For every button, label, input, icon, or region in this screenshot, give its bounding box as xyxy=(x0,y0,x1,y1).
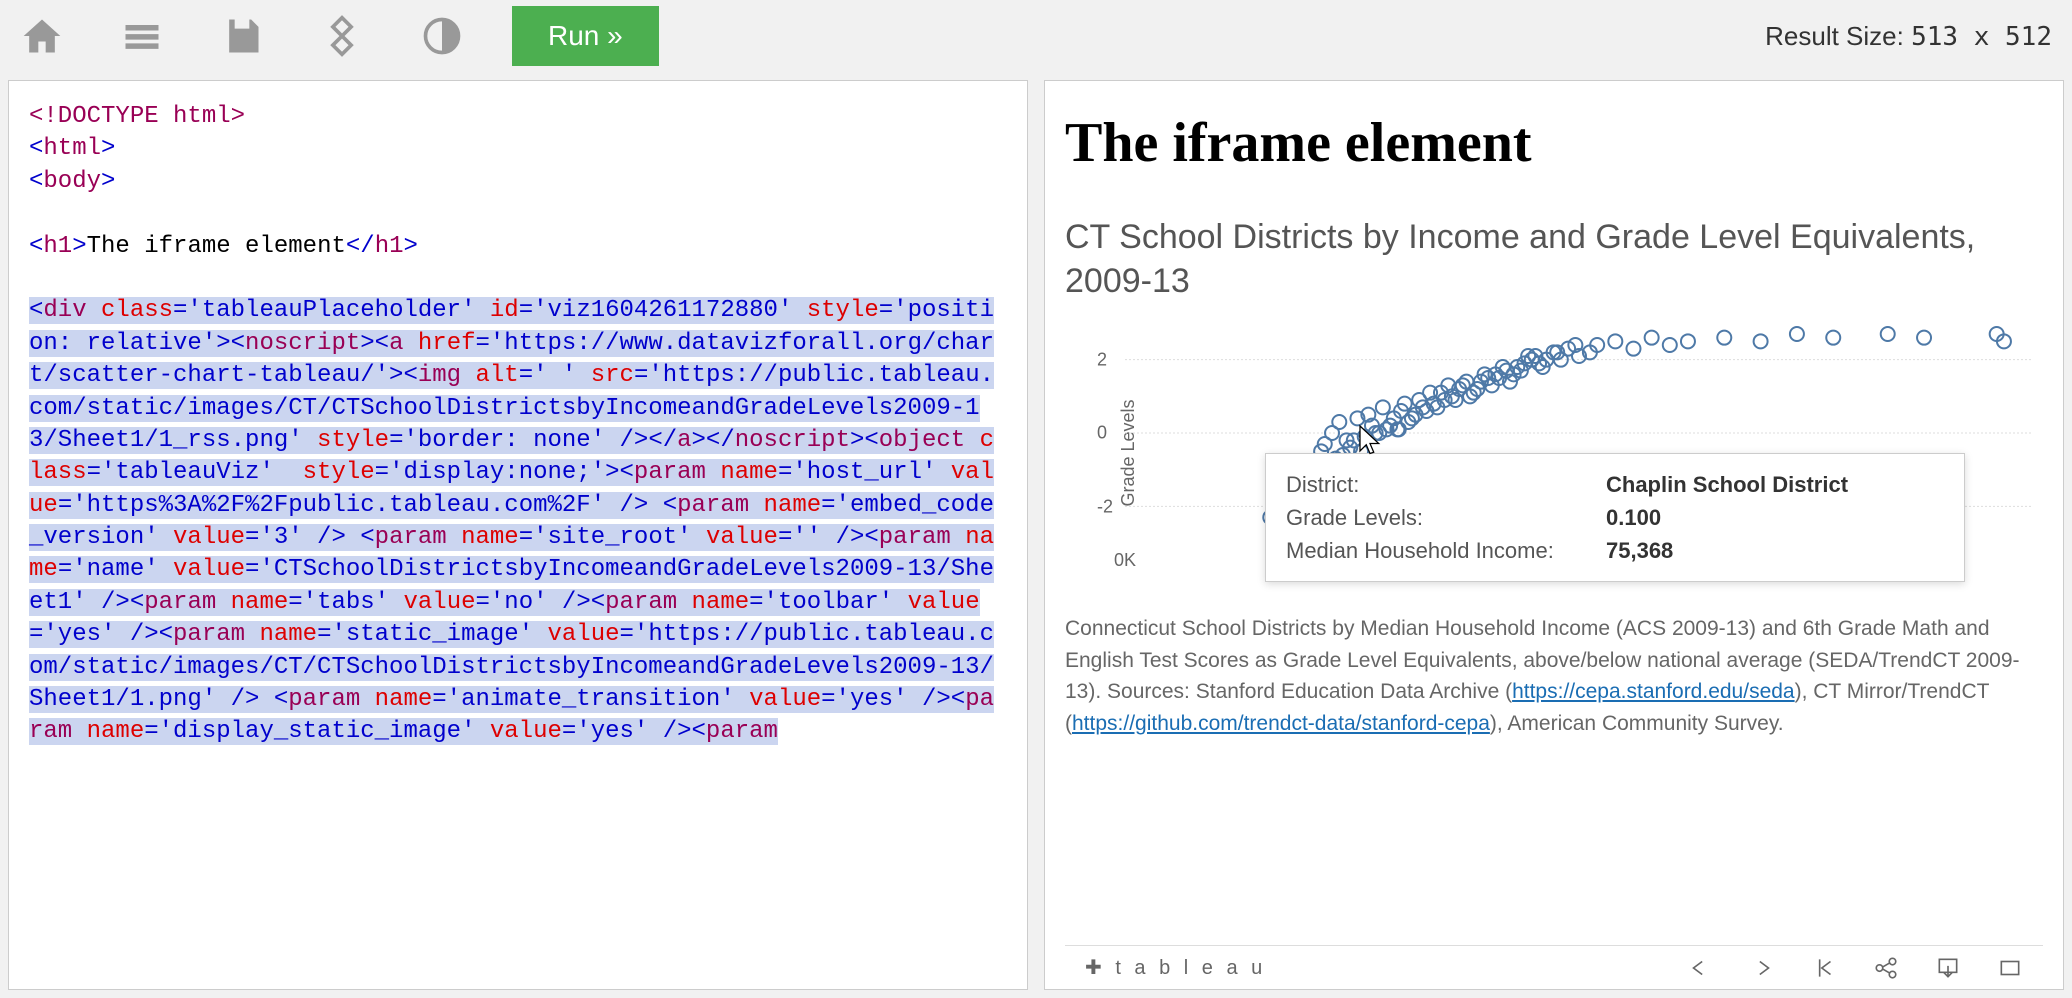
chart-title: CT School Districts by Income and Grade … xyxy=(1065,215,2043,303)
theme-icon[interactable] xyxy=(412,6,472,66)
fullscreen-icon[interactable] xyxy=(1997,955,2023,981)
save-icon[interactable] xyxy=(212,6,272,66)
chart-tooltip: District:Chaplin School DistrictGrade Le… xyxy=(1265,453,1965,582)
source-link-1[interactable]: https://cepa.stanford.edu/seda xyxy=(1512,680,1795,703)
tableau-logo[interactable]: ✚ t a b l e a u xyxy=(1085,955,1687,980)
result-heading: The iframe element xyxy=(1065,111,2043,175)
home-icon[interactable] xyxy=(12,6,72,66)
toolbar: Run » Result Size: 513 x 512 xyxy=(0,0,2072,72)
tableau-toolbar: ✚ t a b l e a u xyxy=(1065,945,2043,989)
rotate-icon[interactable] xyxy=(312,6,372,66)
run-button[interactable]: Run » xyxy=(512,6,659,66)
download-icon[interactable] xyxy=(1935,955,1961,981)
scatter-chart[interactable]: Grade Levels -2020K Median Household Inc… xyxy=(1065,323,2043,583)
share-icon[interactable] xyxy=(1873,955,1899,981)
result-pane: The iframe element CT School Districts b… xyxy=(1044,80,2064,990)
redo-icon[interactable] xyxy=(1749,955,1775,981)
code-editor[interactable]: <!DOCTYPE html> <html> <body> <h1>The if… xyxy=(8,80,1028,990)
menu-icon[interactable] xyxy=(112,6,172,66)
result-size: Result Size: 513 x 512 xyxy=(1765,21,2052,52)
source-link-2[interactable]: https://github.com/trendct-data/stanford… xyxy=(1072,712,1490,735)
chart-caption: Connecticut School Districts by Median H… xyxy=(1065,613,2043,739)
reset-icon[interactable] xyxy=(1811,955,1837,981)
undo-icon[interactable] xyxy=(1687,955,1713,981)
